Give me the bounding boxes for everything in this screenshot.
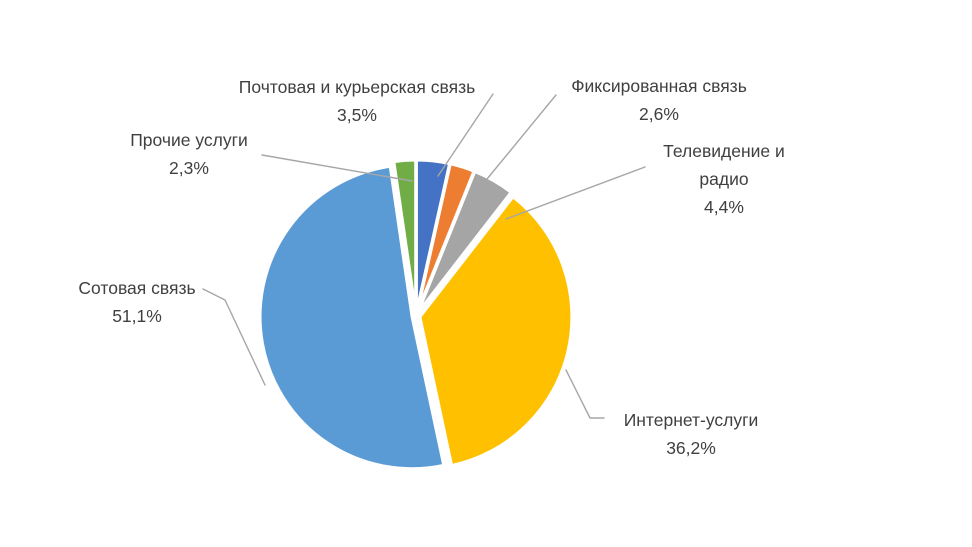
pie-slice[interactable]	[258, 164, 446, 471]
pie-slice[interactable]	[418, 195, 574, 468]
data-label-prochie-value: 2,3%	[169, 158, 209, 178]
data-label-sotovaya-value: 51,1%	[112, 306, 162, 326]
data-label-fiksirovannaya-name: Фиксированная связь	[571, 76, 747, 96]
leader-line-prochie	[261, 154, 413, 182]
data-label-pochtovaya: Почтовая и курьерская связь 3,5%	[239, 77, 475, 125]
leader-line-fiksirovannaya	[477, 94, 557, 191]
data-label-sotovaya-name: Сотовая связь	[78, 278, 195, 298]
data-label-internet-value: 36,2%	[666, 438, 716, 458]
leader-lines-group	[202, 93, 646, 419]
leader-line-pochtovaya	[437, 93, 494, 177]
data-label-fiksirovannaya: Фиксированная связь 2,6%	[571, 76, 747, 124]
data-label-internet: Интернет-услуги 36,2%	[624, 410, 759, 458]
data-label-prochie: Прочие услуги 2,3%	[130, 130, 248, 178]
data-label-televidenie-name-line2: радио	[699, 169, 748, 189]
leader-line-sotovaya	[202, 288, 266, 386]
data-label-sotovaya: Сотовая связь 51,1%	[78, 278, 195, 326]
data-label-fiksirovannaya-value: 2,6%	[639, 104, 679, 124]
pie-slice[interactable]	[392, 158, 418, 314]
data-label-pochtovaya-name: Почтовая и курьерская связь	[239, 77, 475, 97]
data-label-internet-name: Интернет-услуги	[624, 410, 759, 430]
leader-line-internet	[565, 369, 605, 419]
data-labels-group: Почтовая и курьерская связь 3,5% Прочие …	[78, 76, 784, 458]
data-label-televidenie: Телевидение и радио 4,4%	[663, 141, 785, 217]
data-label-televidenie-name-line1: Телевидение и	[663, 141, 785, 161]
data-label-pochtovaya-value: 3,5%	[337, 105, 377, 125]
pie-slice[interactable]	[416, 170, 513, 315]
data-label-prochie-name: Прочие услуги	[130, 130, 248, 150]
pie-slices-group	[258, 158, 574, 471]
data-label-televidenie-value: 4,4%	[704, 197, 744, 217]
leader-line-televidenie	[505, 166, 646, 220]
